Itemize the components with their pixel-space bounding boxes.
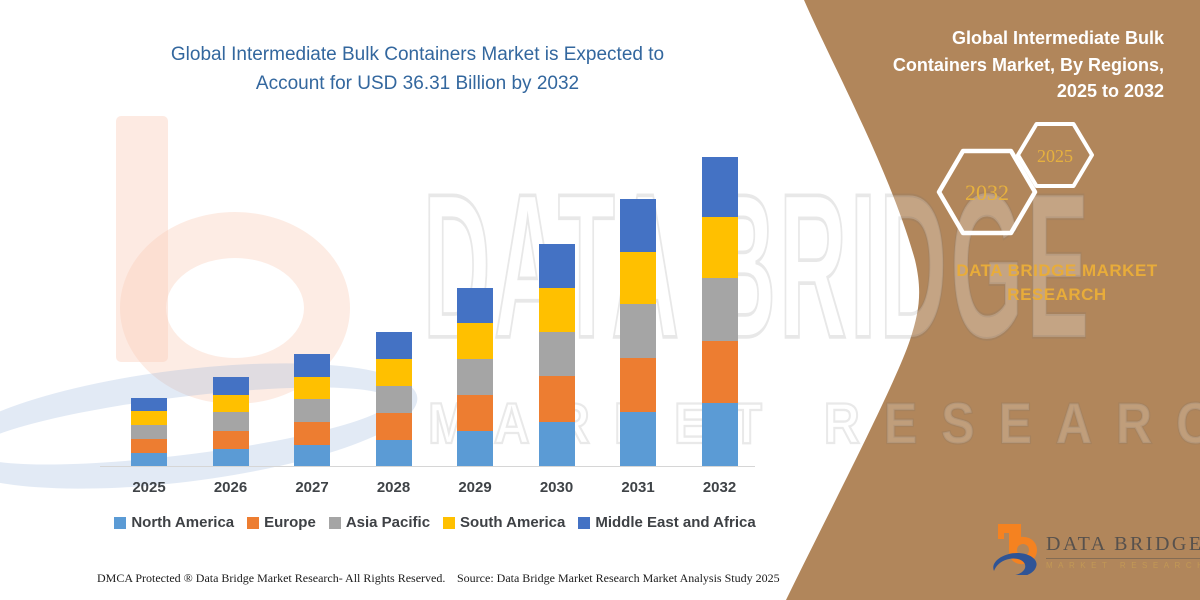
panel-title-line1: Global Intermediate Bulk (951, 28, 1164, 48)
hexagon-2032-label: 2032 (965, 180, 1009, 205)
bar-segment-middle-east-and-africa (701, 157, 738, 218)
panel-brand-line2: RESEARCH (1007, 285, 1107, 304)
stacked-bar-2026 (212, 376, 249, 467)
bar-segment-north-america (701, 403, 738, 467)
bar-segment-asia-pacific (212, 412, 249, 431)
bar-segment-south-america (538, 287, 575, 332)
bar-segment-europe (294, 421, 330, 445)
bar-segment-asia-pacific (375, 385, 412, 413)
data-bridge-logo-icon (993, 524, 1037, 575)
bar-segment-europe (701, 341, 738, 404)
legend-item-europe: Europe (247, 514, 316, 531)
bar-segment-asia-pacific (294, 399, 330, 422)
stacked-bar-2025 (131, 397, 167, 467)
bar-segment-europe (538, 375, 575, 422)
stacked-bar-2031 (620, 198, 656, 467)
bar-segment-middle-east-and-africa (212, 376, 249, 395)
bar-segment-middle-east-and-africa (538, 243, 575, 288)
logo-wordmark: DATA BRIDGE (1046, 533, 1200, 559)
legend-label: Europe (264, 514, 316, 531)
stacked-bar-2030 (538, 243, 575, 467)
legend-label: North America (131, 514, 235, 531)
panel-brand-line1: DATA BRIDGE MARKET (956, 261, 1158, 280)
bar-segment-north-america (457, 430, 493, 467)
right-panel-shape (786, 0, 1200, 600)
legend-label: South America (460, 514, 566, 531)
bar-segment-europe (212, 430, 249, 449)
bar-segment-south-america (457, 323, 493, 359)
hexagon-2025-label: 2025 (1037, 146, 1073, 166)
legend-label: Middle East and Africa (595, 514, 756, 531)
panel-brand-text: DATA BRIDGE MARKET RESEARCH (950, 259, 1164, 307)
bar-segment-europe (375, 412, 412, 440)
chart-title-line1: Global Intermediate Bulk Containers Mark… (170, 44, 665, 65)
bar-segment-north-america (294, 444, 330, 467)
bar-segment-europe (131, 438, 167, 453)
bar-segment-south-america (212, 394, 249, 413)
hexagon-2025-icon (1016, 122, 1094, 188)
legend-swatch-icon (328, 516, 341, 529)
bar-segment-middle-east-and-africa (457, 287, 493, 324)
panel-title-line2: Containers Market, By Regions, (892, 54, 1164, 75)
x-axis-label-2027: 2027 (295, 479, 329, 496)
legend-item-north-america: North America (114, 514, 234, 531)
bar-segment-north-america (375, 439, 412, 467)
bar-segment-europe (457, 395, 493, 431)
bar-segment-asia-pacific (701, 278, 738, 342)
stacked-bar-2027 (294, 354, 330, 467)
x-axis-label-2030: 2030 (539, 479, 574, 496)
x-axis-label-2028: 2028 (376, 479, 411, 496)
stacked-bar-2028 (375, 332, 412, 467)
panel-title-line3: 2025 to 2032 (1056, 81, 1164, 101)
bar-segment-south-america (701, 217, 738, 279)
legend-item-asia-pacific: Asia Pacific (328, 514, 431, 531)
bar-segment-asia-pacific (538, 331, 575, 376)
legend-item-south-america: South America (443, 514, 565, 531)
bar-segment-south-america (620, 251, 656, 305)
bar-segment-north-america (212, 448, 249, 467)
chart-legend: North America Europe Asia Pacific South Ame… (80, 514, 790, 531)
panel-title: Global Intermediate Bulk Containers Mark… (824, 25, 1164, 105)
bar-segment-asia-pacific (620, 304, 656, 358)
forecast-hexagons: 2032 2025 (936, 122, 1094, 236)
stacked-bar-2029 (457, 287, 493, 467)
x-axis-label-2029: 2029 (458, 479, 492, 496)
bar-segment-middle-east-and-africa (131, 397, 167, 412)
hexagon-2032-icon (936, 148, 1038, 236)
bar-segment-europe (620, 357, 656, 413)
bar-segment-north-america (538, 421, 575, 467)
x-axis-label-2031: 2031 (621, 479, 655, 496)
chart-title: Global Intermediate Bulk Containers Mark… (90, 40, 745, 98)
bar-segment-south-america (375, 358, 412, 386)
chart-title-line2: Account for USD 36.31 Billion by 2032 (255, 73, 580, 94)
footer-dmca-text: DMCA Protected ® Data Bridge Market Rese… (97, 571, 446, 585)
x-axis-label-2032: 2032 (702, 479, 737, 496)
bar-segment-asia-pacific (131, 425, 167, 439)
company-logo: DATA BRIDGE MARKET RESEARCH (990, 521, 1200, 575)
bar-segment-south-america (294, 376, 330, 400)
x-axis-line (100, 466, 755, 467)
logo-text-column: DATA BRIDGE MARKET RESEARCH (1046, 533, 1200, 575)
bar-segment-south-america (131, 411, 167, 426)
stacked-bar-2032 (701, 157, 738, 467)
legend-swatch-icon (443, 516, 456, 529)
footer-source-text: Source: Data Bridge Market Research Mark… (457, 571, 780, 585)
legend-swatch-icon (578, 516, 591, 529)
bar-segment-middle-east-and-africa (375, 332, 412, 359)
legend-label: Asia Pacific (345, 514, 431, 531)
bar-segment-north-america (620, 412, 656, 467)
legend-swatch-icon (114, 516, 127, 529)
logo-subtext: MARKET RESEARCH (1046, 561, 1200, 570)
bar-segment-asia-pacific (457, 358, 493, 396)
bar-segment-middle-east-and-africa (620, 198, 656, 252)
bar-segment-north-america (131, 452, 167, 467)
legend-item-middle-east-and-africa: Middle East and Africa (578, 514, 756, 531)
x-axis-label-2025: 2025 (132, 479, 166, 496)
legend-swatch-icon (247, 516, 260, 529)
bar-segment-middle-east-and-africa (294, 354, 330, 377)
x-axis-label-2026: 2026 (213, 479, 248, 496)
